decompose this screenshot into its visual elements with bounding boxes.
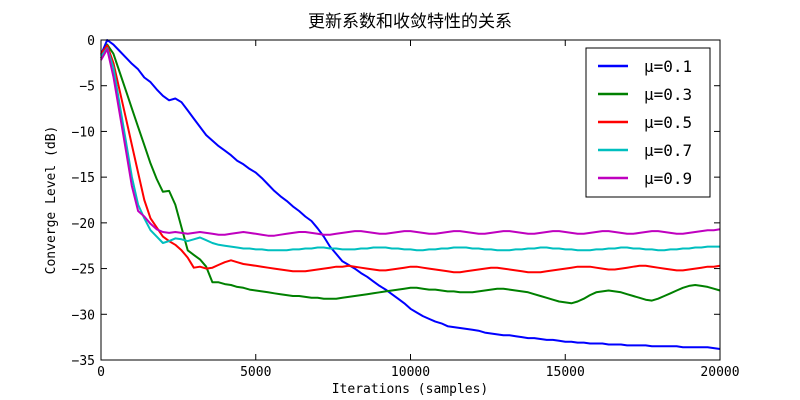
legend: μ=0.1 μ=0.3 μ=0.5 μ=0.7 μ=0.9 bbox=[585, 47, 711, 198]
legend-label-4: μ=0.7 bbox=[644, 141, 692, 160]
y-tick-label: −35 bbox=[72, 354, 95, 369]
y-tick-label: −15 bbox=[72, 171, 95, 186]
series-line-5 bbox=[100, 48, 721, 237]
series-line-4 bbox=[100, 47, 720, 252]
y-tick-label: −10 bbox=[72, 125, 95, 140]
y-tick-label: −25 bbox=[72, 263, 95, 278]
y-axis-label: Converge Level (dB) bbox=[44, 126, 59, 275]
x-tick-label: 15000 bbox=[546, 365, 585, 380]
x-tick-label: 20000 bbox=[700, 365, 739, 380]
y-tick-label: −5 bbox=[79, 80, 95, 95]
x-tick-label: 10000 bbox=[391, 365, 430, 380]
legend-label-5: μ=0.9 bbox=[644, 169, 692, 188]
series-layer bbox=[100, 39, 721, 350]
y-axis-ticks: 0 −5 −10 −15 −20 −25 −30 −35 bbox=[72, 34, 720, 369]
x-tick-label: 0 bbox=[97, 365, 105, 380]
y-tick-label: −30 bbox=[72, 308, 95, 323]
y-tick-label: 0 bbox=[87, 34, 95, 49]
series-line-2 bbox=[100, 43, 721, 305]
legend-label-1: μ=0.1 bbox=[644, 57, 692, 76]
legend-label-3: μ=0.5 bbox=[644, 113, 692, 132]
legend-label-2: μ=0.3 bbox=[644, 85, 692, 104]
x-axis-ticks: 0 5000 10000 15000 20000 bbox=[97, 40, 740, 380]
chart-title: 更新系数和收敛特性的关系 bbox=[308, 12, 512, 32]
x-tick-label: 5000 bbox=[240, 365, 271, 380]
series-line-1 bbox=[100, 39, 721, 350]
series-line-3 bbox=[100, 44, 721, 274]
y-tick-label: −20 bbox=[72, 217, 95, 232]
legend-entries: μ=0.1 μ=0.3 μ=0.5 μ=0.7 μ=0.9 bbox=[598, 57, 692, 188]
x-axis-label: Iterations (samples) bbox=[332, 382, 489, 397]
